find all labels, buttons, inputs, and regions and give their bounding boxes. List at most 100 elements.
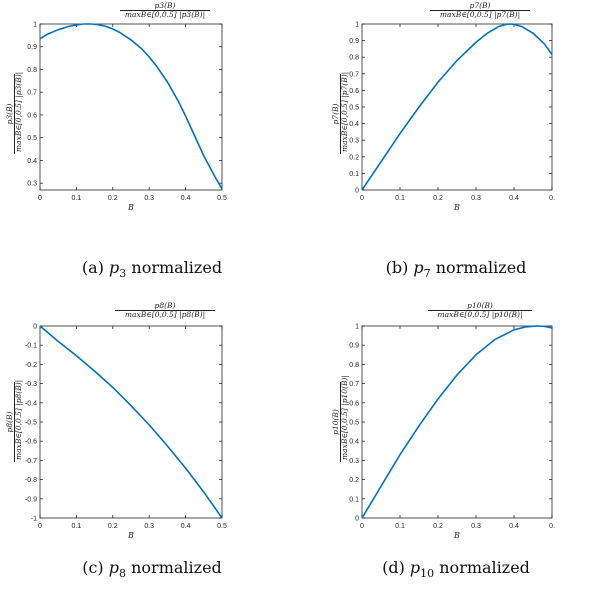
series-line: [361, 23, 553, 191]
chart-c-caption-symbol: p: [108, 558, 120, 577]
y-tick-label: -0.6: [25, 439, 37, 446]
chart-panel-d: 0 0.1 0.2 0.3 0.4 0. 0 0.1 0.2 0.3 0.4 0.5 0.6 0.7 0.8…: [304, 296, 608, 592]
chart-c-caption-text: normalized: [131, 558, 222, 577]
x-tick-label: 0.1: [395, 195, 405, 202]
y-tick-label: -0.2: [25, 362, 37, 369]
chart-a-title-denominator: maxB∈[0,0.5] |p3(B)|: [120, 10, 210, 19]
y-tick-label: 0.8: [349, 55, 359, 62]
x-tick-label: 0.2: [108, 523, 118, 530]
chart-c-title-numerator: p8(B): [154, 301, 176, 310]
plot-area-frame: [39, 325, 223, 519]
chart-a-caption-label: (a): [81, 258, 104, 277]
y-tick-label: 0.7: [27, 90, 37, 97]
chart-panel-a: 0 0.1 0.2 0.3 0.4 0.5 0.3 0.4 0.5 0.6 0.7 0.8 0.9 1 B …: [0, 0, 304, 296]
chart-d-caption-sub: 10: [420, 567, 435, 581]
chart-d-ylabel-denominator: maxB∈[0,0.5] |p10(B)|: [340, 375, 349, 462]
x-tick-label: 0.4: [509, 195, 519, 202]
chart-panel-b: 0 0.1 0.2 0.3 0.4 0. 0 0.1 0.2 0.3 0.4 0.5 0.6 0.7 0.8…: [304, 0, 608, 296]
series-line: [39, 23, 223, 190]
x-axis-label: B: [127, 203, 134, 212]
chart-d-title-numerator: p10(B): [467, 301, 493, 310]
y-tick-label: -0.9: [25, 496, 37, 503]
chart-b-title-denominator: maxB∈[0,0.5] |p7(B)|: [430, 10, 530, 19]
y-tick-label: 0.3: [27, 181, 37, 188]
chart-b-caption-sub: 7: [423, 267, 431, 281]
plot-area-frame: [361, 23, 553, 191]
x-tick-label: 0.2: [433, 195, 443, 202]
chart-a-title: p3(B) maxB∈[0,0.5] |p3(B)|: [120, 2, 210, 19]
x-axis-label: B: [127, 531, 134, 540]
x-tick-label: 0.: [549, 523, 555, 530]
x-axis-label: B: [453, 203, 460, 212]
y-tick-label: 1: [355, 22, 359, 29]
y-tick-label: -0.7: [25, 458, 37, 465]
chart-b-ylabel-denominator: maxB∈[0,0.5] |p7(B)|: [340, 71, 349, 154]
x-tick-label: 0: [38, 523, 42, 530]
chart-b-ylabel: p7(B) maxB∈[0,0.5] |p7(B)|: [331, 71, 349, 154]
series-line: [361, 325, 553, 519]
y-tick-label: 0.2: [349, 154, 359, 161]
chart-b-svg: 0 0.1 0.2 0.3 0.4 0. 0 0.1 0.2 0.3 0.4 0.5 0.6 0.7 0.8…: [349, 22, 555, 213]
y-tick-label: 0.6: [349, 88, 359, 95]
series-line: [39, 325, 223, 519]
x-tick-label: 0.1: [72, 195, 82, 202]
y-tick-label: 0.4: [349, 439, 359, 446]
y-tick-label: 0.7: [349, 71, 359, 78]
y-tick-label: 0.6: [27, 112, 37, 119]
x-tick-label: 0.3: [471, 523, 481, 530]
chart-b-caption: (b) p7 normalized: [304, 258, 608, 280]
chart-a-ylabel-denominator: maxB∈[0,0.5] |p3(B)|: [14, 71, 23, 154]
y-tick-label: 0: [355, 188, 359, 195]
chart-c-caption-sub: 8: [119, 567, 127, 581]
chart-c-caption: (c) p8 normalized: [0, 558, 304, 580]
chart-b-caption-symbol: p: [413, 258, 424, 277]
y-tick-label: 0.8: [349, 362, 359, 369]
x-tick-label: 0: [38, 195, 42, 202]
chart-a-caption: (a) p3 normalized: [0, 258, 304, 280]
chart-d-caption-label: (d): [382, 558, 405, 577]
chart-a-ylabel-numerator: p3(B): [5, 103, 14, 125]
plot-area-frame: [361, 325, 553, 519]
chart-c-svg: 0 0.1 0.2 0.3 0.4 0.5 -1 -0.9 -0.8 -0.7 -0.6 -0.5 -0…: [25, 324, 227, 541]
y-tick-label: 0: [33, 324, 37, 331]
x-tick-label: 0.5: [217, 195, 227, 202]
y-tick-label: 1: [355, 324, 359, 331]
x-tick-label: 0.3: [471, 195, 481, 202]
y-tick-label: 0.9: [349, 343, 359, 350]
plot-area-frame: [39, 23, 223, 191]
y-tick-label: 0.3: [349, 138, 359, 145]
x-tick-label: 0.1: [72, 523, 82, 530]
y-tick-label: 0: [355, 516, 359, 523]
chart-d-ylabel: p10(B) maxB∈[0,0.5] |p10(B)|: [331, 375, 349, 462]
y-tick-label: -0.5: [25, 420, 37, 427]
x-tick-label: 0.: [549, 195, 555, 202]
chart-d-title: p10(B) maxB∈[0,0.5] |p10(B)|: [428, 302, 532, 319]
chart-a-ylabel: p3(B) maxB∈[0,0.5] |p3(B)|: [5, 71, 23, 154]
chart-b-caption-label: (b): [385, 258, 409, 277]
y-tick-label: 0.9: [27, 44, 37, 51]
x-tick-label: 0: [360, 195, 364, 202]
y-tick-label: 0.6: [349, 400, 359, 407]
chart-b-ylabel-numerator: p7(B): [331, 103, 340, 125]
y-tick-label: 0.9: [349, 38, 359, 45]
y-tick-label: 0.7: [349, 381, 359, 388]
chart-c-ylabel-numerator: p8(B): [5, 411, 14, 433]
chart-b-caption-text: normalized: [435, 258, 527, 277]
chart-a-caption-symbol: p: [109, 258, 120, 277]
x-tick-label: 0.1: [395, 523, 405, 530]
y-tick-label: 0.4: [27, 158, 37, 165]
chart-c-ylabel-denominator: maxB∈[0,0.5] |p8(B)|: [14, 379, 23, 462]
x-tick-label: 0.4: [509, 523, 519, 530]
x-tick-label: 0.3: [144, 195, 154, 202]
x-tick-label: 0.4: [181, 523, 191, 530]
chart-d-caption-symbol: p: [409, 558, 421, 577]
x-tick-label: 0.2: [108, 195, 118, 202]
chart-d-ylabel-numerator: p10(B): [331, 409, 340, 435]
y-tick-label: 0.3: [349, 458, 359, 465]
chart-a-svg: 0 0.1 0.2 0.3 0.4 0.5 0.3 0.4 0.5 0.6 0.7 0.8 0.9 1 B: [27, 22, 227, 213]
chart-c-ylabel: p8(B) maxB∈[0,0.5] |p8(B)|: [5, 379, 23, 462]
y-tick-label: 0.8: [27, 67, 37, 74]
chart-d-caption-text: normalized: [439, 558, 530, 577]
chart-b-title: p7(B) maxB∈[0,0.5] |p7(B)|: [430, 2, 530, 19]
chart-b-title-numerator: p7(B): [469, 1, 491, 10]
